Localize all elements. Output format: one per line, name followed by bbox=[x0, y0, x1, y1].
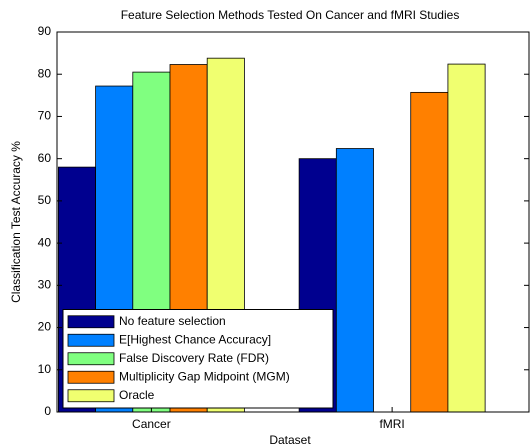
y-tick-label: 70 bbox=[38, 109, 52, 123]
y-tick-label: 80 bbox=[38, 66, 52, 80]
y-tick-label: 90 bbox=[38, 24, 52, 38]
bar bbox=[410, 91, 449, 413]
x-tick-label: fMRI bbox=[379, 417, 404, 431]
chart-title: Feature Selection Methods Tested On Canc… bbox=[121, 8, 460, 22]
legend-label: E[Highest Chance Accuracy] bbox=[119, 332, 271, 346]
y-axis-label: Classification Test Accuracy % bbox=[9, 141, 23, 303]
legend-swatch bbox=[67, 333, 115, 347]
legend-swatch bbox=[67, 315, 115, 329]
y-tick-label: 50 bbox=[38, 193, 52, 207]
legend-swatch bbox=[67, 389, 115, 403]
bar bbox=[335, 148, 374, 413]
y-tick-label: 20 bbox=[38, 320, 52, 334]
x-tick-label: Cancer bbox=[132, 417, 171, 431]
y-tick-label: 0 bbox=[44, 404, 51, 418]
legend: No feature selection E[Highest Chance Acc… bbox=[62, 309, 334, 409]
legend-label: No feature selection bbox=[119, 314, 226, 328]
y-tick-label: 10 bbox=[38, 362, 52, 376]
y-tick-label: 40 bbox=[38, 235, 52, 249]
legend-swatch bbox=[67, 370, 115, 384]
axes-box bbox=[56, 31, 530, 413]
y-tick-label: 30 bbox=[38, 278, 52, 292]
bar bbox=[447, 63, 486, 413]
legend-swatch bbox=[67, 352, 115, 366]
legend-label: Oracle bbox=[119, 388, 155, 402]
legend-label: False Discovery Rate (FDR) bbox=[119, 351, 269, 365]
x-axis-label: Dataset bbox=[269, 433, 311, 447]
y-tick-label: 60 bbox=[38, 151, 52, 165]
legend-label: Multiplicity Gap Midpoint (MGM) bbox=[119, 369, 290, 383]
